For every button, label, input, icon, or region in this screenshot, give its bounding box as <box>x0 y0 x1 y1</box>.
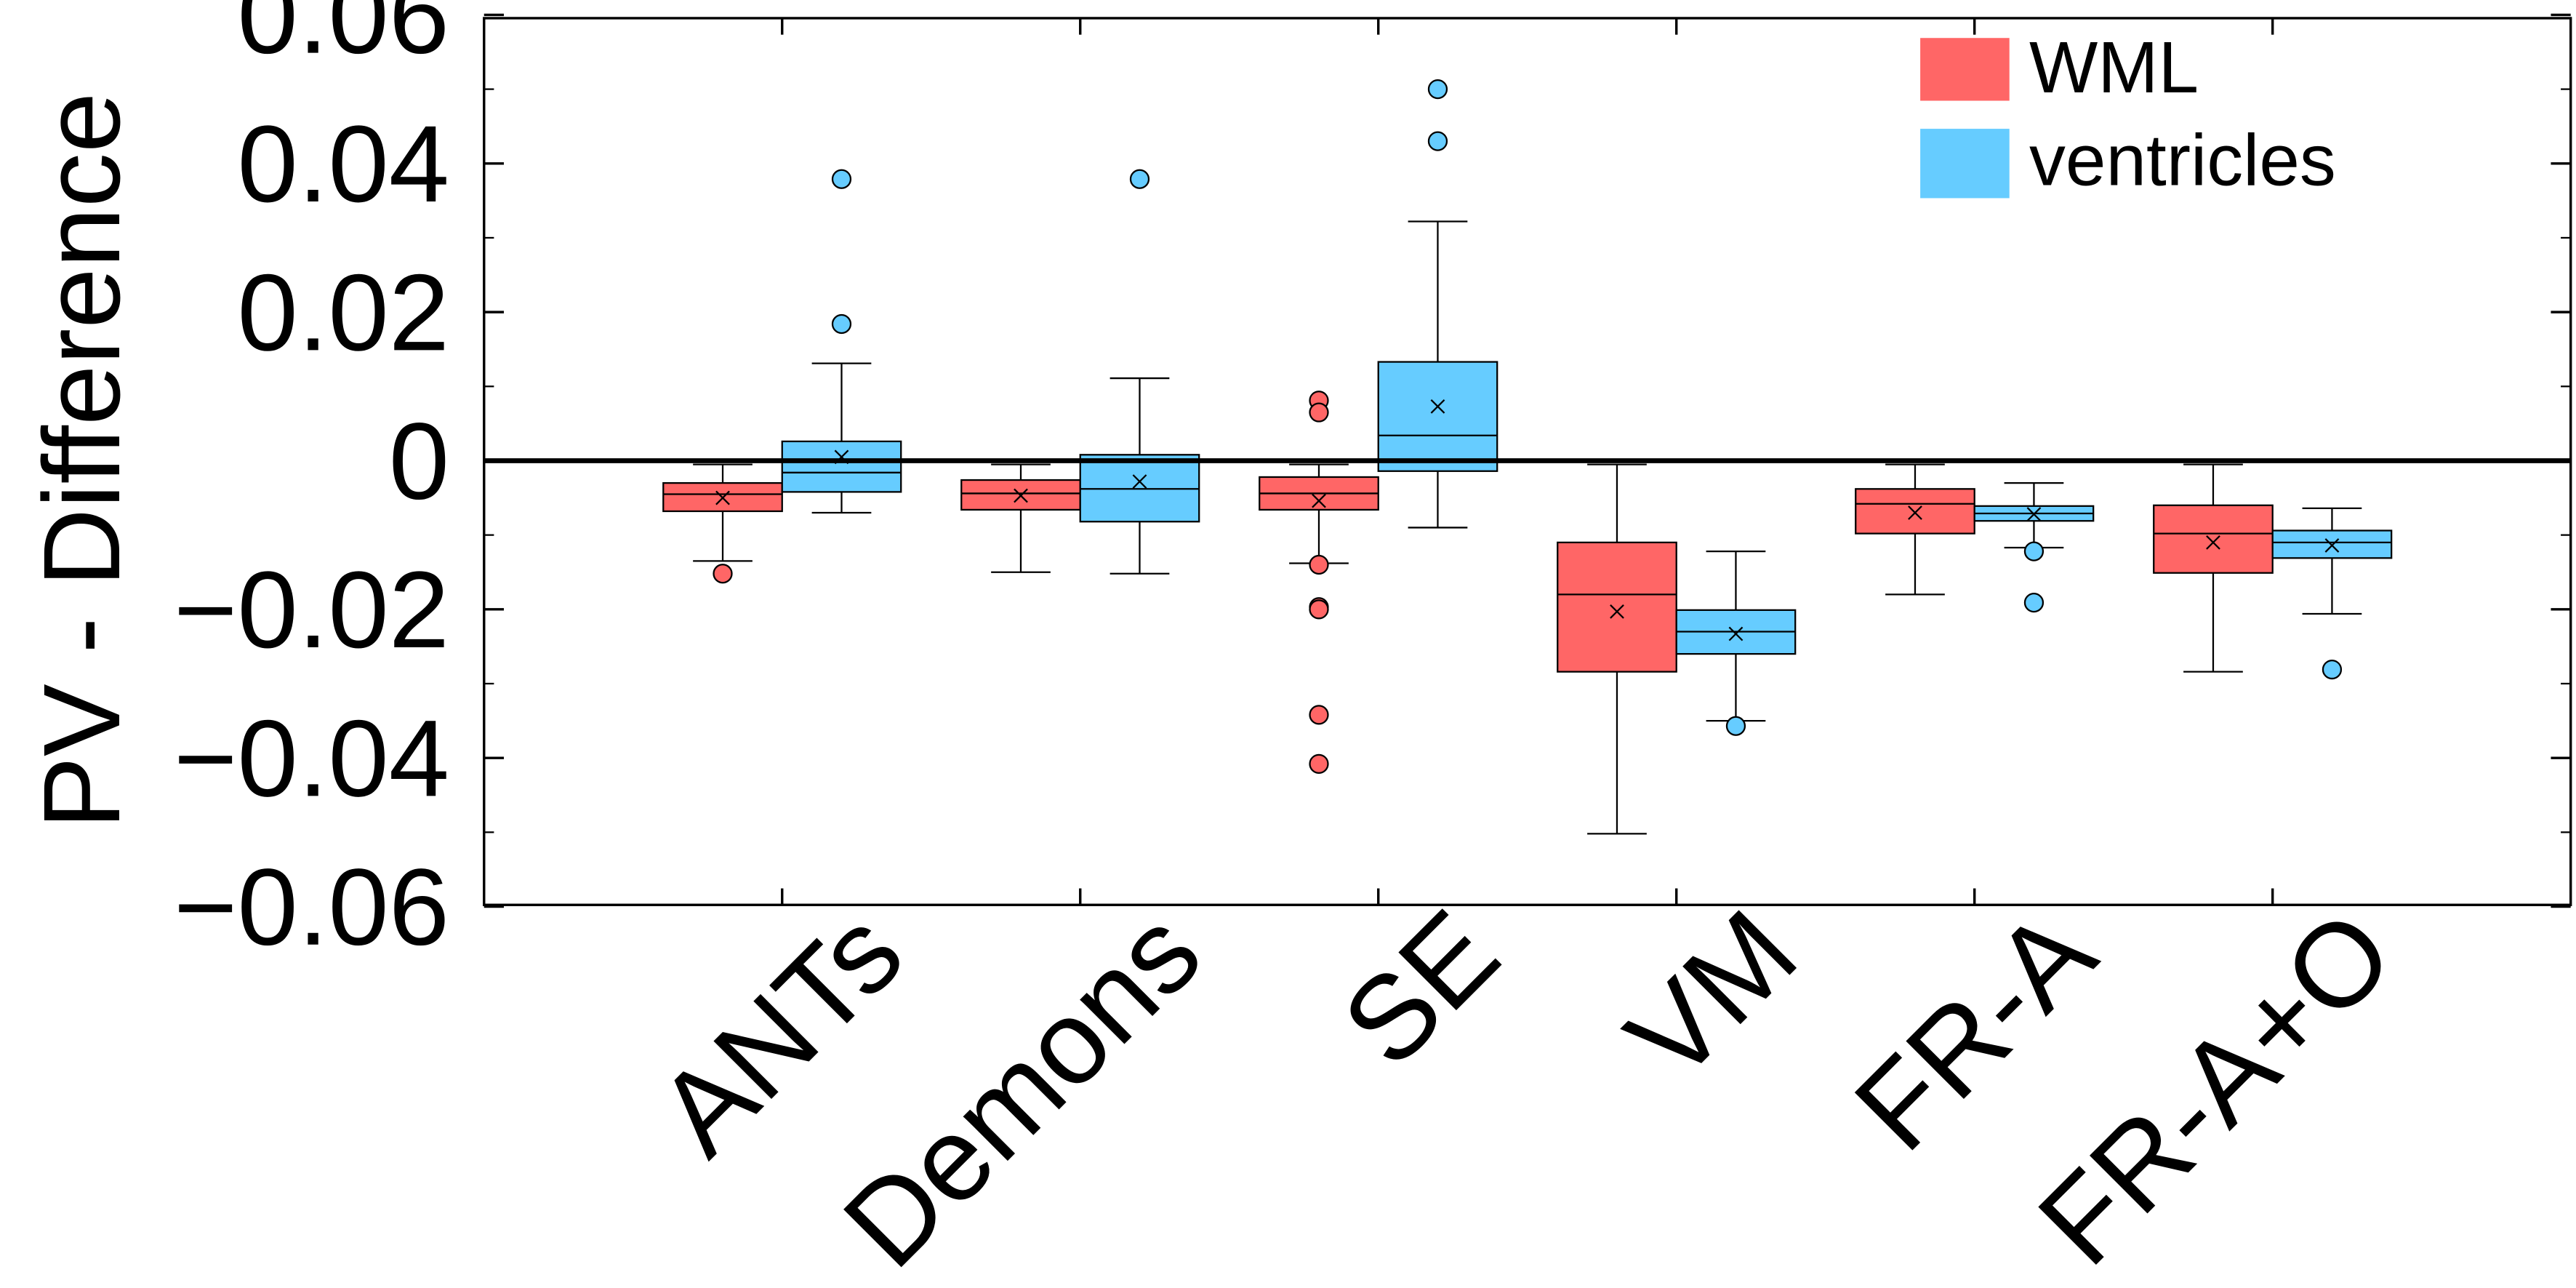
mean-marker <box>1014 488 1028 503</box>
outlier-point <box>831 169 852 189</box>
mean-marker <box>1908 505 1922 520</box>
y-tick-label: 0.06 <box>237 0 449 76</box>
legend-swatch-ventricles <box>1920 129 2010 199</box>
outlier-point <box>713 564 733 584</box>
box-wml <box>1557 463 1677 835</box>
mean-marker <box>2026 507 2042 521</box>
legend-label-wml: WML <box>2029 28 2199 108</box>
outlier-point <box>1427 79 1448 100</box>
box-iqr <box>1377 361 1498 472</box>
series-ventricles <box>781 79 2393 736</box>
box-iqr <box>781 440 902 493</box>
y-tick-label: −0.06 <box>174 846 449 968</box>
outlier-point <box>2322 659 2343 680</box>
outlier-point <box>2023 541 2045 561</box>
outlier-point <box>1309 753 1329 774</box>
y-tick-label: −0.02 <box>174 548 449 671</box>
box-wml <box>2153 463 2274 673</box>
y-axis-label: PV - Difference <box>20 92 143 829</box>
mean-marker <box>1728 626 1744 641</box>
box-ventricles <box>2271 507 2393 680</box>
x-tick-label: VM <box>1602 885 1822 1105</box>
mean-marker <box>1610 604 1624 619</box>
outlier-point <box>1309 705 1329 725</box>
outlier-point <box>2023 593 2045 613</box>
y-tick-label: 0.02 <box>237 251 449 373</box>
box-ventricles <box>1377 79 1498 529</box>
box-wml <box>960 463 1081 573</box>
box-ventricles <box>781 169 902 514</box>
outlier-point <box>1427 131 1448 151</box>
y-tick-label: 0 <box>389 400 449 522</box>
x-tick-label: SE <box>1317 885 1524 1092</box>
box-iqr <box>1557 541 1677 673</box>
mean-marker <box>1312 493 1326 508</box>
mean-marker <box>715 490 730 505</box>
outlier-point <box>1309 402 1329 423</box>
box-ventricles <box>1973 481 2095 613</box>
box-series <box>662 79 2393 835</box>
box-iqr <box>2153 504 2274 574</box>
box-ventricles <box>1079 169 1200 575</box>
box-wml <box>1259 391 1379 774</box>
legend: WML ventricles <box>1920 28 2336 201</box>
mean-marker <box>2324 538 2340 553</box>
y-tick-label: 0.04 <box>237 103 449 225</box>
outlier-point <box>1309 599 1329 620</box>
outlier-point <box>831 313 852 335</box>
legend-swatch-wml <box>1920 38 2010 101</box>
series-wml <box>662 391 2274 835</box>
outlier-point <box>1129 169 1150 189</box>
box-wml <box>662 463 783 584</box>
mean-marker <box>1132 474 1147 489</box>
legend-label-ventricles: ventricles <box>2029 120 2336 201</box>
y-axis-ticks: −0.06 −0.04 −0.02 0 0.02 0.04 0.06 <box>174 0 2571 968</box>
y-tick-label: −0.04 <box>174 697 449 819</box>
mean-marker <box>2206 535 2220 550</box>
box-ventricles <box>1675 550 1797 736</box>
mean-marker <box>1430 399 1445 414</box>
outlier-point <box>1725 716 1746 736</box>
box-iqr <box>1855 488 1975 535</box>
outlier-point <box>1309 554 1329 575</box>
box-wml <box>1855 463 1975 596</box>
